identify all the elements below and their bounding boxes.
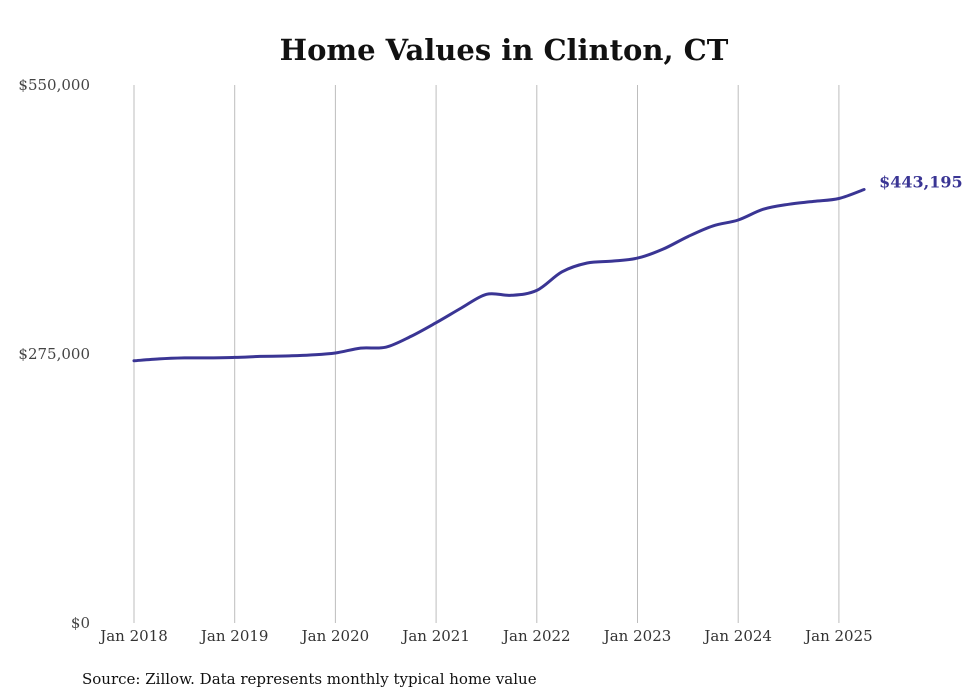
- x-tick-label: Jan 2024: [702, 627, 772, 645]
- source-note: Source: Zillow. Data represents monthly …: [82, 670, 537, 688]
- x-axis-tick-labels: Jan 2018 Jan 2019 Jan 2020 Jan 2021 Jan 2022…: [98, 627, 872, 645]
- x-tick-label: Jan 2025: [803, 627, 873, 645]
- x-tick-label: Jan 2020: [300, 627, 370, 645]
- series-group: [132, 188, 866, 363]
- x-tick-label: Jan 2018: [98, 627, 168, 645]
- x-tick-label: Jan 2019: [199, 627, 269, 645]
- y-tick-label: $275,000: [18, 345, 90, 363]
- x-tick-label: Jan 2021: [400, 627, 470, 645]
- last-value-label: $443,195: [879, 173, 963, 192]
- x-tick-label: Jan 2023: [602, 627, 672, 645]
- chart-title: Home Values in Clinton, CT: [280, 33, 729, 67]
- x-gridlines: [133, 85, 840, 623]
- y-tick-label: $0: [71, 614, 90, 632]
- y-tick-label: $550,000: [18, 76, 90, 94]
- y-axis-tick-labels: $0 $275,000 $550,000: [18, 76, 90, 632]
- x-tick-label: Jan 2022: [501, 627, 571, 645]
- home-value-line: [132, 188, 866, 363]
